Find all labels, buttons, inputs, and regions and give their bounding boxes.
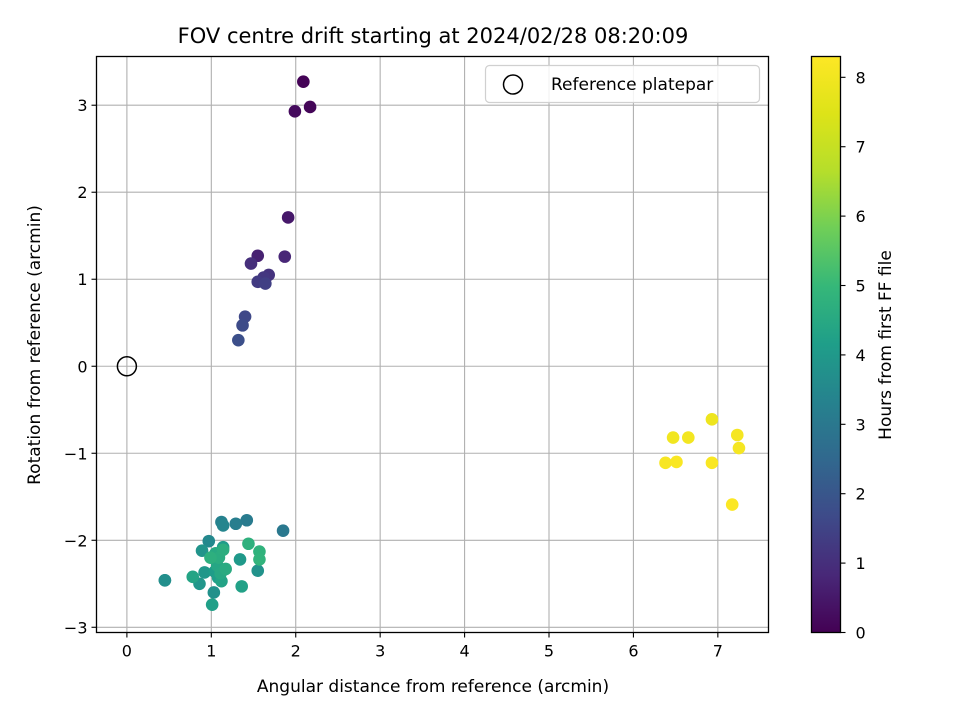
colorbar-tick-label: 8 <box>856 68 866 87</box>
legend-label: Reference platepar <box>551 75 713 95</box>
colorbar-tick-label: 0 <box>856 624 866 643</box>
data-point <box>216 519 230 532</box>
y-tick-label: −2 <box>64 531 88 550</box>
x-tick-label: 4 <box>459 642 469 661</box>
data-point <box>659 456 672 470</box>
reference-marker <box>116 356 138 377</box>
data-point <box>198 566 211 579</box>
y-axis-ticks: −3 −2 −1 0 1 2 3 <box>64 96 97 637</box>
legend-reference-marker <box>502 74 524 95</box>
x-axis-label: Angular distance from reference (arcmin) <box>257 677 609 697</box>
reference-platepar-marker <box>116 356 138 377</box>
data-point <box>244 257 258 270</box>
y-tick-label: 3 <box>77 96 87 115</box>
data-point <box>236 319 249 332</box>
colorbar-tick-label: 4 <box>856 346 866 365</box>
y-tick-label: −3 <box>64 618 88 637</box>
data-point <box>235 580 249 593</box>
colorbar-tick-label: 6 <box>856 207 866 226</box>
data-point <box>666 431 680 444</box>
chart-title: FOV centre drift starting at 2024/02/28 … <box>178 24 689 48</box>
data-point <box>705 456 719 470</box>
data-point <box>253 553 266 566</box>
x-tick-label: 3 <box>375 642 385 661</box>
data-point <box>242 537 255 551</box>
data-point <box>705 413 719 426</box>
data-point <box>732 441 746 455</box>
y-tick-label: 1 <box>77 270 87 289</box>
colorbar-tick-label: 1 <box>856 554 866 573</box>
colorbar-tick-label: 5 <box>856 277 866 296</box>
x-tick-label: 2 <box>291 642 301 661</box>
x-tick-label: 1 <box>206 642 216 661</box>
data-point <box>303 100 317 114</box>
colorbar-tick-label: 7 <box>856 138 866 157</box>
data-point <box>195 544 209 558</box>
data-point <box>281 211 295 224</box>
data-point <box>730 428 744 442</box>
data-points <box>158 75 746 611</box>
data-point <box>204 551 217 564</box>
x-axis-ticks: 0 1 2 3 4 5 6 7 <box>122 632 723 661</box>
data-point <box>207 586 221 599</box>
data-point <box>288 105 302 118</box>
colorbar-tick-label: 3 <box>856 415 866 434</box>
y-tick-label: −1 <box>64 444 88 463</box>
x-tick-label: 0 <box>122 642 132 661</box>
legend-box <box>484 64 761 104</box>
data-point <box>158 573 172 587</box>
x-tick-label: 6 <box>628 642 638 661</box>
grid-lines <box>96 56 769 633</box>
data-point <box>202 534 216 548</box>
data-point <box>186 570 200 584</box>
data-point <box>297 75 310 89</box>
data-point <box>681 431 695 444</box>
data-point <box>259 277 272 290</box>
plot-frame <box>95 55 770 634</box>
data-point <box>219 562 232 576</box>
x-tick-label: 7 <box>713 642 723 661</box>
x-tick-label: 5 <box>544 642 554 661</box>
y-tick-label: 0 <box>77 357 87 376</box>
data-point <box>233 553 247 566</box>
data-point <box>278 250 292 263</box>
colorbar-label: Hours from first FF file <box>876 250 896 440</box>
colorbar <box>810 55 842 634</box>
data-point <box>276 524 290 537</box>
data-point <box>670 455 683 469</box>
data-point <box>205 598 219 611</box>
colorbar-ticks: 0 1 2 3 4 5 6 7 8 <box>840 68 866 643</box>
y-axis-label: Rotation from reference (arcmin) <box>25 205 45 485</box>
data-point <box>240 513 254 527</box>
data-point <box>229 517 243 531</box>
data-point <box>216 543 230 557</box>
y-tick-label: 2 <box>77 183 87 202</box>
legend: Reference platepar <box>484 64 761 104</box>
data-point <box>725 498 739 511</box>
data-point <box>232 333 245 347</box>
colorbar-tick-label: 2 <box>856 485 866 504</box>
data-point <box>251 564 265 578</box>
